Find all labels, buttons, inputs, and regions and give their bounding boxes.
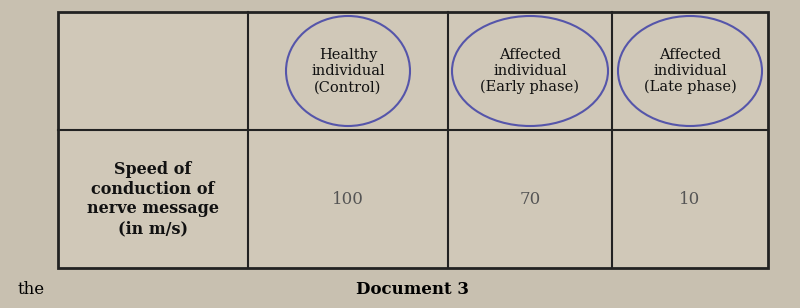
Text: 100: 100: [332, 191, 364, 208]
Text: 10: 10: [679, 191, 701, 208]
Text: 70: 70: [519, 191, 541, 208]
Text: Affected
individual
(Late phase): Affected individual (Late phase): [644, 47, 736, 95]
Text: Affected
individual
(Early phase): Affected individual (Early phase): [481, 47, 579, 95]
Text: Document 3: Document 3: [357, 282, 470, 298]
Text: Healthy
individual
(Control): Healthy individual (Control): [311, 48, 385, 94]
Text: Speed of
conduction of
nerve message
(in m/s): Speed of conduction of nerve message (in…: [87, 161, 219, 237]
Text: the: the: [18, 282, 45, 298]
Bar: [58, 12, 768, 268]
